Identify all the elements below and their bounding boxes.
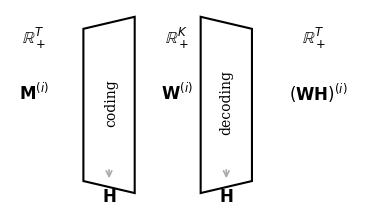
Text: $\mathbb{R}_+^K$: $\mathbb{R}_+^K$: [165, 26, 189, 51]
Text: $\mathbb{R}_+^T$: $\mathbb{R}_+^T$: [22, 26, 46, 51]
Polygon shape: [201, 17, 252, 193]
Text: $\mathbf{M}^{(i)}$: $\mathbf{M}^{(i)}$: [19, 82, 49, 104]
Polygon shape: [83, 17, 135, 193]
Text: $(\mathbf{WH})^{(i)}$: $(\mathbf{WH})^{(i)}$: [289, 81, 347, 105]
Text: $\mathbb{R}_+^T$: $\mathbb{R}_+^T$: [302, 26, 326, 51]
Text: coding: coding: [104, 79, 118, 127]
Text: decoding: decoding: [219, 70, 233, 135]
Text: $\mathbf{W}^{(i)}$: $\mathbf{W}^{(i)}$: [161, 82, 193, 104]
Text: $\mathbf{H}$: $\mathbf{H}$: [219, 188, 234, 206]
Text: $\mathbf{H}$: $\mathbf{H}$: [102, 188, 116, 206]
